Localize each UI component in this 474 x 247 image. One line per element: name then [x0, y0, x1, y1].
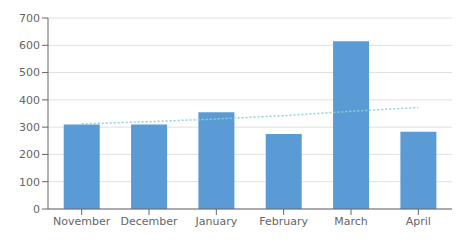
svg-text:November: November — [53, 215, 111, 228]
svg-text:300: 300 — [19, 121, 40, 134]
svg-text:March: March — [334, 215, 368, 228]
svg-text:February: February — [259, 215, 308, 228]
svg-text:700: 700 — [19, 12, 40, 25]
svg-text:0: 0 — [33, 203, 40, 216]
svg-text:600: 600 — [19, 39, 40, 52]
svg-text:January: January — [194, 215, 237, 228]
svg-text:500: 500 — [19, 66, 40, 79]
svg-text:200: 200 — [19, 148, 40, 161]
svg-text:400: 400 — [19, 94, 40, 107]
svg-text:April: April — [406, 215, 431, 228]
svg-text:100: 100 — [19, 176, 40, 189]
svg-text:December: December — [120, 215, 178, 228]
